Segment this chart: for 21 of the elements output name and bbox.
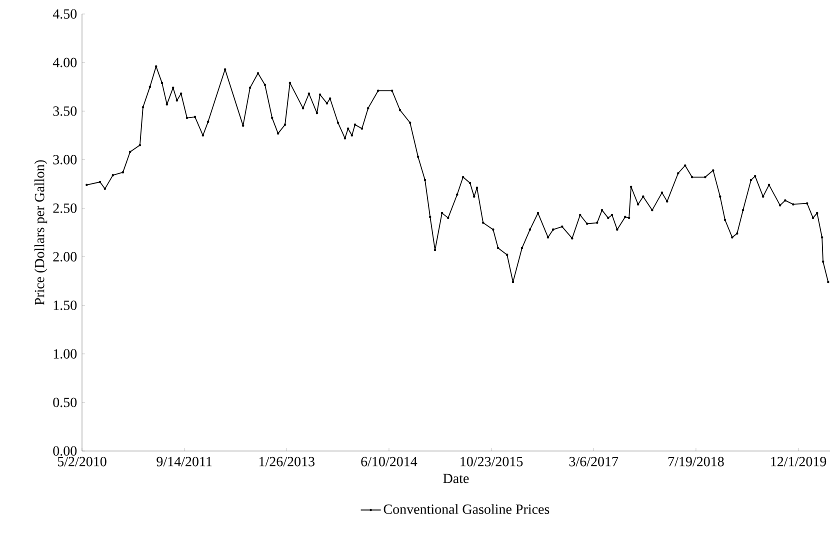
y-tick-label: 3.00	[53, 154, 77, 164]
y-tick-label: 3.50	[53, 106, 77, 116]
x-axis-title: Date	[443, 474, 469, 484]
y-axis-title: Price (Dollars per Gallon)	[34, 160, 48, 305]
x-tick-label: 6/10/2014	[361, 456, 418, 466]
y-tick-label: 4.00	[52, 58, 77, 68]
x-tick-label: 10/23/2015	[460, 456, 523, 466]
y-tick-label: 1.50	[54, 300, 77, 310]
x-tick-label: 5/2/2010	[58, 456, 106, 466]
legend-label: Conventional Gasoline Prices	[384, 504, 550, 514]
y-tick-label: 2.50	[53, 203, 77, 213]
y-tick-label: 0.00	[53, 446, 77, 456]
y-tick-label: 4.50	[52, 9, 77, 19]
x-tick-label: 1/26/2013	[260, 456, 314, 466]
y-tick-label: 0.50	[53, 398, 77, 408]
y-tick-label: 1.00	[54, 349, 77, 359]
y-tick-label: 2.00	[53, 252, 77, 262]
x-tick-label: 3/6/2017	[569, 456, 618, 466]
x-tick-label: 7/19/2018	[668, 456, 724, 466]
x-tick-label: 9/14/2011	[156, 456, 212, 466]
x-tick-label: 12/1/2019	[771, 456, 826, 466]
